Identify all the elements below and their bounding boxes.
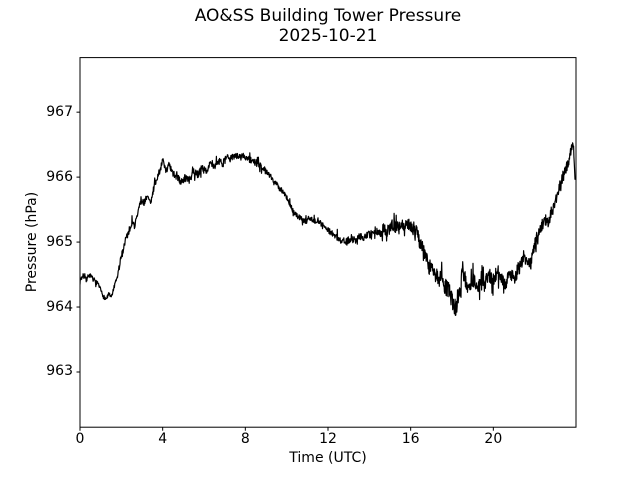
axes-frame (79, 57, 577, 428)
chart-subtitle: 2025-10-21 (278, 26, 378, 46)
chart-title: AO&SS Building Tower Pressure (194, 6, 462, 26)
x-tick-label: 20 (484, 431, 503, 447)
y-tick-label: 966 (46, 168, 73, 185)
x-tick-label: 0 (75, 431, 85, 447)
y-tick-label: 967 (46, 103, 73, 120)
x-tick-label: 16 (401, 431, 420, 447)
y-tick-label: 965 (46, 233, 73, 250)
x-axis-label: Time (UTC) (289, 450, 367, 466)
chart-title-block: AO&SS Building Tower Pressure 2025-10-21 (80, 6, 576, 46)
y-tick-label: 963 (46, 363, 73, 380)
x-tick-label: 8 (240, 431, 250, 447)
x-tick-label: 12 (319, 431, 337, 447)
x-tick-label: 4 (158, 431, 168, 447)
pressure-trace (80, 142, 576, 316)
y-tick-label: 964 (46, 298, 73, 315)
